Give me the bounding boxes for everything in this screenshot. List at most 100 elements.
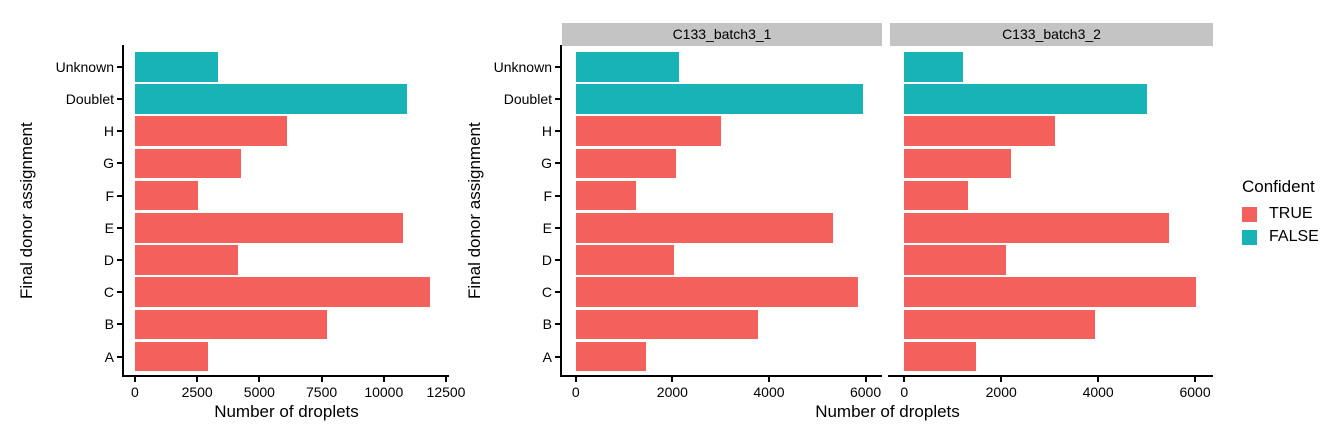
y-tick	[117, 323, 122, 326]
bar-facet-2-g	[904, 148, 1011, 179]
legend-entry-true: TRUE	[1242, 205, 1319, 223]
x-axis-title-facets: Number of droplets	[815, 402, 960, 421]
y-tick	[555, 258, 560, 261]
x-axis-line	[560, 375, 882, 377]
x-tick-label: 2500	[181, 384, 213, 400]
y-category-label-doublet: Doublet	[503, 90, 552, 107]
bar-facet-2-unknown	[904, 52, 963, 82]
y-tick	[117, 355, 122, 358]
legend-label-true: TRUE	[1269, 205, 1313, 222]
y-tick	[117, 258, 122, 261]
strip-facet-1-label: C133_batch3_1	[672, 26, 772, 42]
legend-title: Confident	[1242, 177, 1315, 196]
bar-facet-1-d	[575, 245, 675, 275]
y-category-label-doublet: Doublet	[65, 90, 114, 107]
bar-combined-f	[134, 180, 199, 211]
y-tick	[117, 130, 122, 133]
x-tick-label: 4000	[753, 384, 785, 400]
x-tick-label: 0	[571, 384, 580, 400]
y-category-label-b: B	[104, 316, 114, 333]
strip-facet-2-label: C133_batch3_2	[1002, 26, 1101, 42]
bar-facet-2-d	[904, 245, 1007, 275]
bar-facet-2-e	[904, 213, 1169, 243]
x-tick-label: 2000	[985, 384, 1017, 400]
y-tick	[555, 97, 560, 100]
x-tick-label: 5000	[243, 384, 275, 400]
x-tick	[767, 377, 770, 382]
x-tick	[382, 377, 385, 382]
y-tick	[555, 65, 560, 68]
y-category-label-unknown: Unknown	[55, 58, 114, 75]
y-category-label-d: D	[541, 251, 552, 268]
x-tick	[671, 377, 674, 382]
bar-facet-1-doublet	[575, 84, 864, 114]
y-category-label-h: H	[541, 123, 552, 140]
y-category-label-d: D	[103, 251, 114, 268]
y-tick	[117, 291, 122, 294]
x-tick-label: 4000	[1082, 384, 1114, 400]
bar-facet-2-a	[904, 341, 976, 372]
bar-combined-a	[134, 341, 208, 372]
panel-combined	[124, 45, 449, 375]
x-tick-label: 0	[900, 384, 909, 400]
bar-facet-2-doublet	[904, 84, 1147, 114]
y-tick	[555, 162, 560, 165]
x-tick	[1097, 377, 1100, 382]
y-tick	[117, 97, 122, 100]
y-category-label-a: A	[104, 348, 114, 365]
legend-entry-false: FALSE	[1242, 228, 1319, 246]
x-tick-label: 12500	[426, 384, 466, 400]
bar-combined-e	[134, 213, 404, 243]
bar-facet-1-b	[575, 309, 758, 340]
bar-facet-2-h	[904, 116, 1055, 146]
x-tick	[196, 377, 199, 382]
y-tick	[555, 355, 560, 358]
bar-facet-1-g	[575, 148, 677, 179]
y-tick	[117, 65, 122, 68]
y-tick	[117, 194, 122, 197]
bar-facet-1-a	[575, 341, 646, 372]
y-tick	[555, 194, 560, 197]
y-tick	[117, 162, 122, 165]
x-tick-label: 2000	[656, 384, 688, 400]
y-category-label-a: A	[542, 348, 552, 365]
legend-label-false: FALSE	[1269, 228, 1319, 245]
x-tick-label: 6000	[849, 384, 882, 400]
bar-facet-2-b	[904, 309, 1096, 340]
bar-facet-1-unknown	[575, 52, 680, 82]
y-category-label-h: H	[103, 123, 114, 140]
y-tick	[555, 323, 560, 326]
strip-facet-1: C133_batch3_1	[562, 23, 882, 46]
bar-combined-d	[134, 245, 238, 275]
x-tick	[1194, 377, 1197, 382]
y-tick	[555, 226, 560, 229]
bar-combined-unknown	[134, 52, 219, 82]
y-axis-line	[560, 45, 562, 377]
x-tick	[574, 377, 577, 382]
x-tick	[445, 377, 447, 382]
bar-facet-1-e	[575, 213, 834, 243]
bar-facet-1-f	[575, 180, 636, 211]
y-category-label-e: E	[104, 219, 114, 236]
x-tick	[133, 377, 136, 382]
y-category-label-f: F	[105, 187, 114, 204]
panel-facet-2	[890, 45, 1213, 375]
x-tick-label: 7500	[306, 384, 338, 400]
x-tick	[1000, 377, 1003, 382]
legend-swatch-false-icon	[1242, 229, 1257, 245]
bar-facet-2-f	[904, 180, 968, 211]
y-tick	[117, 226, 122, 229]
bar-combined-doublet	[134, 84, 408, 114]
y-tick	[555, 130, 560, 133]
x-tick	[258, 377, 261, 382]
legend-swatch-true-icon	[1242, 206, 1257, 222]
bar-facet-2-c	[904, 277, 1197, 307]
strip-facet-2: C133_batch3_2	[890, 23, 1213, 46]
x-tick-label: 6000	[1179, 384, 1211, 400]
y-category-label-e: E	[542, 219, 552, 236]
x-tick-label: 10000	[364, 384, 404, 400]
x-tick-label: 0	[131, 384, 139, 400]
y-axis-line	[122, 45, 124, 377]
x-axis-line	[888, 375, 1213, 377]
